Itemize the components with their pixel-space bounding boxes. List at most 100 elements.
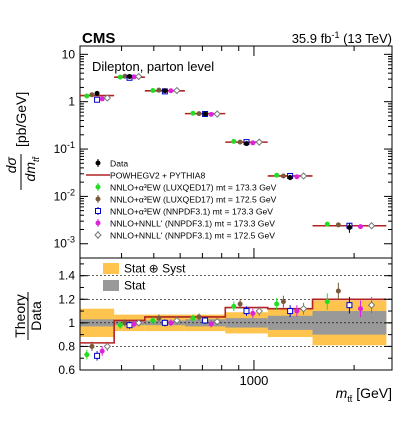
ratio-point-nnpdf_nlo_1733 bbox=[243, 308, 250, 315]
ratio-point-nnpdf_nnll_1733 bbox=[294, 308, 300, 314]
ratio-ylabel-num: Theory bbox=[12, 294, 28, 338]
prediction-point-nnpdf_nnll_1725 bbox=[173, 86, 181, 95]
ratio-point-luxqed_1733 bbox=[324, 299, 330, 305]
prediction-point-luxqed_1733 bbox=[117, 74, 123, 80]
ratio-point-nnpdf_nnll_1725 bbox=[173, 316, 181, 325]
prediction-point-luxqed_1733 bbox=[150, 88, 156, 94]
prediction-point-luxqed_1725 bbox=[196, 111, 202, 117]
prediction-point-nnpdf_nnll_1725 bbox=[103, 94, 112, 102]
ylabel-den-sub: tt̄ bbox=[31, 156, 41, 162]
upper-ytick-base: 10 bbox=[54, 142, 68, 156]
panel-annotation: Dilepton, parton level bbox=[92, 59, 214, 74]
prediction-point-nnpdf_nnll_1733 bbox=[208, 111, 214, 117]
upper-ytick-base: 10 bbox=[54, 189, 68, 203]
ratio-panel: Stat ⊕ Syst Stat 0.6 0.8 1 1.2 1.4 1000 Theory… bbox=[12, 46, 393, 404]
prediction-point-luxqed_1733 bbox=[231, 138, 237, 144]
prediction-point-nnpdf_nnll_1725 bbox=[255, 138, 263, 146]
ratio-point-luxqed_1733 bbox=[150, 317, 156, 323]
ylabel-unit: [pb/GeV] bbox=[13, 92, 29, 147]
prediction-point-luxqed_1733 bbox=[84, 93, 90, 99]
legend-label-nnpdf_nlo_1733: NNLO+α³EW (NNPDF3.1) mt = 173.3 GeV bbox=[110, 207, 273, 217]
data-point bbox=[202, 111, 208, 117]
legend-label-nnpdf_nnll_1733: NNLO+NNLL' (NNPDF3.1) mt = 173.3 GeV bbox=[110, 219, 275, 229]
prediction-point-luxqed_1733 bbox=[274, 172, 280, 178]
upper-ytick-label: 10-3 bbox=[54, 235, 75, 251]
prediction-point-nnpdf_nnll_1733 bbox=[168, 88, 174, 94]
legend-label-nnpdf_nnll_1725: NNLO+NNLL' (NNPDF3.1) mt = 172.5 GeV bbox=[110, 231, 275, 241]
prediction-point-nnpdf_nlo_1733 bbox=[94, 96, 101, 103]
ratio-point-nnpdf_nnll_1725 bbox=[213, 317, 221, 326]
ylabel-numerator: dσ bbox=[3, 156, 19, 173]
upper-ytick-base: 1 bbox=[68, 95, 75, 109]
ratio-point-nnpdf_nnll_1725 bbox=[135, 319, 143, 327]
band-legend-label-statsyst: Stat ⊕ Syst bbox=[124, 262, 186, 276]
legend-swatch-nnpdf_nnll_1733 bbox=[95, 220, 101, 226]
prediction-point-luxqed_1725 bbox=[89, 92, 95, 98]
ylabel-denominator: dmtt̄ bbox=[22, 156, 41, 182]
prediction-point-luxqed_1725 bbox=[156, 87, 162, 93]
ratio-point-nnpdf_nlo_1733 bbox=[287, 308, 294, 315]
stat-band bbox=[225, 318, 268, 328]
upper-ytick-exp: -2 bbox=[67, 187, 75, 197]
legend-swatch-luxqed_1725 bbox=[95, 196, 101, 202]
ratio-ytick-label: 1.2 bbox=[58, 292, 75, 306]
ratio-point-nnpdf_nnll_1733 bbox=[168, 320, 174, 326]
legend-label-luxqed_1725: NNLO+α³EW (LUXQED17) mt = 172.5 GeV bbox=[110, 195, 277, 205]
ratio-ytick-label: 0.8 bbox=[58, 339, 75, 353]
legend-swatch-nnpdf_nnll_1725 bbox=[94, 231, 102, 239]
ratio-ylabel-den: Data bbox=[28, 301, 44, 331]
data-point bbox=[94, 90, 100, 96]
prediction-point-nnpdf_nnll_1733 bbox=[358, 224, 364, 230]
upper-ytick-label: 10-1 bbox=[54, 140, 75, 156]
ratio-point-nnpdf_nnll_1733 bbox=[358, 306, 364, 312]
prediction-point-luxqed_1725 bbox=[335, 222, 341, 228]
xlabel-unit: [GeV] bbox=[352, 385, 392, 401]
prediction-point-luxqed_1725 bbox=[237, 139, 243, 145]
ratio-point-luxqed_1725 bbox=[196, 314, 202, 320]
lumi-suffix: (13 TeV) bbox=[339, 31, 392, 46]
ratio-ylabel: Theory Data bbox=[12, 292, 44, 340]
ratio-point-nnpdf_nlo_1733 bbox=[161, 319, 168, 326]
prediction-point-nnpdf_nnll_1725 bbox=[299, 172, 308, 180]
legend-swatch-data bbox=[95, 160, 101, 166]
ratio-point-luxqed_1725 bbox=[89, 343, 95, 349]
ratio-point-nnpdf_nnll_1733 bbox=[208, 321, 214, 327]
ratio-point-nnpdf_nlo_1733 bbox=[94, 352, 101, 359]
lumi-label: 35.9 fb-1 (13 TeV) bbox=[292, 30, 392, 46]
ratio-point-nnpdf_nnll_1725 bbox=[255, 307, 263, 315]
xlabel-main: m bbox=[336, 385, 348, 401]
legend-swatch-luxqed_1733 bbox=[95, 184, 101, 190]
ratio-point-nnpdf_nlo_1733 bbox=[346, 302, 353, 309]
prediction-point-luxqed_1733 bbox=[190, 110, 196, 116]
band-legend-swatch-stat bbox=[103, 280, 119, 291]
upper-ylabel: dσ dmtt̄ [pb/GeV] bbox=[3, 92, 41, 190]
xlabel: mtt̄ [GeV] bbox=[336, 385, 392, 404]
upper-ytick-base: 10 bbox=[62, 47, 76, 61]
prediction-point-nnpdf_nnll_1733 bbox=[294, 174, 300, 180]
prediction-point-nnpdf_nnll_1725 bbox=[367, 222, 376, 230]
upper-ytick-label: 10-2 bbox=[54, 187, 75, 203]
upper-ytick-label: 1 bbox=[68, 95, 75, 109]
band-legend-label-stat: Stat bbox=[124, 279, 146, 293]
ratio-point-luxqed_1725 bbox=[122, 320, 128, 326]
lumi-prefix: 35.9 fb bbox=[292, 31, 332, 46]
ratio-point-luxqed_1733 bbox=[190, 315, 196, 321]
ratio-point-nnpdf_nnll_1725 bbox=[299, 304, 308, 313]
legend-swatch-nnpdf_nlo_1733 bbox=[95, 208, 101, 214]
ratio-point-luxqed_1733 bbox=[231, 303, 237, 309]
ratio-ytick-label: 1.4 bbox=[58, 269, 75, 283]
ratio-point-nnpdf_nnll_1725 bbox=[103, 342, 112, 351]
ratio-point-nnpdf_nlo_1733 bbox=[202, 317, 209, 324]
prediction-point-nnpdf_nnll_1733 bbox=[131, 74, 137, 80]
prediction-point-luxqed_1725 bbox=[122, 73, 128, 79]
prediction-point-nnpdf_nnll_1733 bbox=[99, 96, 105, 102]
prediction-point-luxqed_1725 bbox=[280, 173, 286, 179]
stat-band bbox=[267, 315, 313, 330]
prediction-point-nnpdf_nnll_1725 bbox=[135, 72, 143, 81]
prediction-point-luxqed_1733 bbox=[324, 221, 330, 227]
upper-ytick-base: 10 bbox=[54, 237, 68, 251]
prediction-point-nnpdf_nnll_1725 bbox=[213, 110, 221, 118]
ratio-point-luxqed_1725 bbox=[280, 299, 286, 305]
legend-label-data: Data bbox=[110, 159, 128, 169]
ratio-powheg-line bbox=[80, 298, 387, 344]
